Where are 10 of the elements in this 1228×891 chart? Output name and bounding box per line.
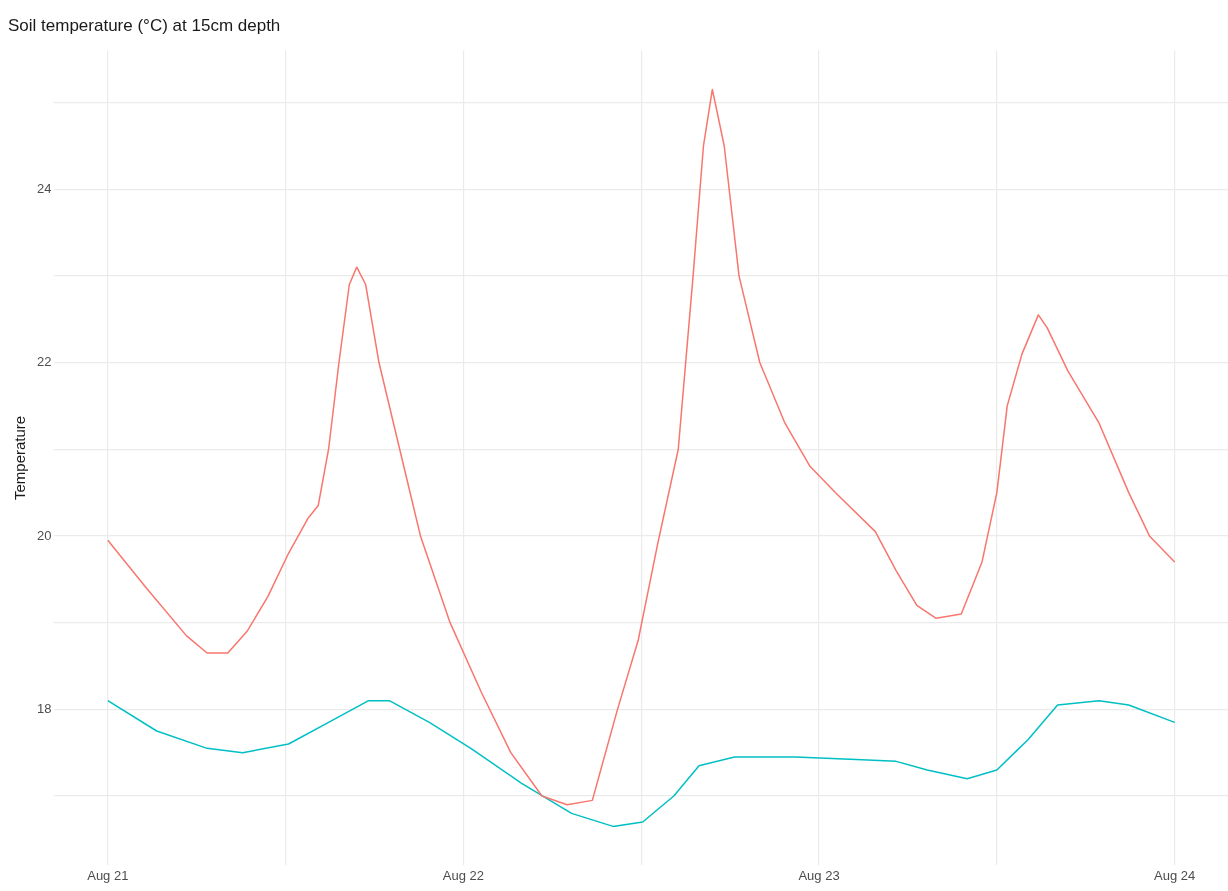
x-tick-label: Aug 24 [1154,867,1196,883]
y-tick-label: 22 [36,354,52,370]
chart-title: Soil temperature (°C) at 15cm depth [8,15,281,35]
x-tick-label: Aug 21 [87,867,129,883]
x-tick-label: Aug 23 [798,867,840,883]
y-tick-label: 18 [36,700,52,716]
y-tick-label: 24 [36,180,52,196]
y-tick-label: 20 [36,527,52,543]
x-tick-label: Aug 22 [442,867,485,883]
y-axis-title: Temperature [11,415,29,501]
